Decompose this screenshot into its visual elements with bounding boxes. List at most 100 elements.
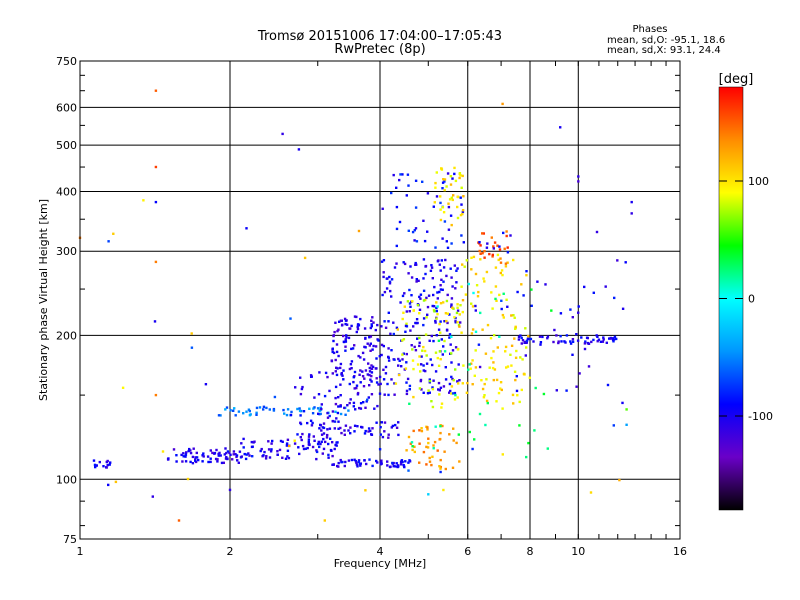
data-point [459, 196, 462, 199]
data-point [465, 259, 468, 262]
data-point [339, 383, 342, 386]
data-point [407, 272, 410, 275]
data-point [320, 403, 323, 406]
data-point [439, 195, 442, 198]
data-point [151, 495, 154, 498]
data-point [407, 435, 411, 439]
data-point [585, 336, 589, 339]
data-point [387, 320, 390, 323]
data-point [458, 325, 461, 328]
data-point [542, 392, 546, 396]
data-point [398, 220, 402, 224]
data-point [503, 247, 506, 250]
data-point [512, 402, 515, 405]
data-point [180, 453, 183, 457]
data-point [217, 414, 221, 417]
x-tick-label: 6 [464, 545, 471, 558]
data-point [431, 386, 434, 389]
data-point [432, 447, 435, 450]
data-point [331, 410, 335, 413]
data-point [427, 493, 430, 496]
data-point [315, 457, 318, 461]
data-point [440, 406, 443, 409]
data-point [364, 406, 367, 409]
data-point [359, 369, 362, 372]
data-point [411, 230, 415, 234]
data-point [376, 323, 379, 327]
data-point [357, 460, 360, 463]
data-point [451, 349, 455, 352]
data-point [408, 388, 411, 391]
data-point [405, 361, 408, 364]
data-point [413, 445, 416, 448]
data-point [555, 389, 558, 392]
data-point [328, 389, 331, 393]
data-point [331, 463, 334, 466]
data-point [424, 333, 428, 336]
data-point [189, 451, 193, 455]
data-point [342, 340, 346, 344]
data-point [450, 223, 453, 227]
data-point [322, 426, 326, 430]
data-point [510, 344, 514, 347]
data-point [424, 272, 427, 276]
data-point [541, 335, 544, 339]
data-point [429, 269, 433, 272]
data-point [520, 283, 523, 286]
data-point [102, 465, 105, 468]
data-point [425, 463, 428, 466]
data-point [265, 406, 268, 410]
data-point [446, 293, 449, 297]
data-point [456, 195, 460, 199]
data-point [529, 337, 533, 341]
data-point [326, 375, 329, 379]
data-point [300, 438, 303, 442]
data-point [505, 366, 508, 369]
data-point [516, 394, 519, 397]
data-point [539, 343, 542, 346]
data-point [242, 446, 245, 449]
data-point [571, 316, 574, 319]
data-point [386, 460, 389, 463]
data-point [370, 364, 373, 367]
data-point [444, 366, 447, 369]
data-point [428, 339, 431, 342]
data-point [414, 349, 418, 352]
data-point [382, 378, 386, 381]
data-point [454, 320, 457, 323]
data-point [365, 400, 368, 403]
data-point [488, 252, 491, 256]
data-point [307, 438, 311, 441]
data-point [472, 255, 476, 259]
data-point [382, 344, 385, 348]
data-point [352, 405, 355, 408]
data-point [226, 450, 230, 453]
data-point [401, 339, 404, 342]
plot-area: 1 2 4 6 8 10 16 75 100 200 300 400 500 600 750 [56, 55, 687, 558]
data-point [434, 321, 437, 324]
data-point [434, 186, 437, 189]
data-point [287, 456, 291, 460]
data-point [375, 421, 378, 424]
data-point [427, 441, 430, 445]
data-point [514, 356, 518, 359]
data-point [242, 437, 245, 441]
data-point [425, 296, 428, 300]
data-point [453, 391, 457, 395]
data-point [578, 372, 581, 375]
data-point [451, 306, 454, 309]
data-point [512, 314, 515, 317]
data-point [592, 338, 595, 342]
data-point [409, 265, 412, 268]
data-point [323, 394, 327, 398]
data-point [361, 375, 365, 378]
data-point [418, 308, 422, 311]
data-point [526, 337, 530, 340]
data-point [428, 378, 431, 381]
data-point [247, 408, 251, 411]
data-point [455, 281, 458, 284]
data-point [434, 246, 437, 249]
data-point [306, 421, 309, 425]
data-point [450, 196, 453, 199]
data-point [363, 432, 367, 435]
